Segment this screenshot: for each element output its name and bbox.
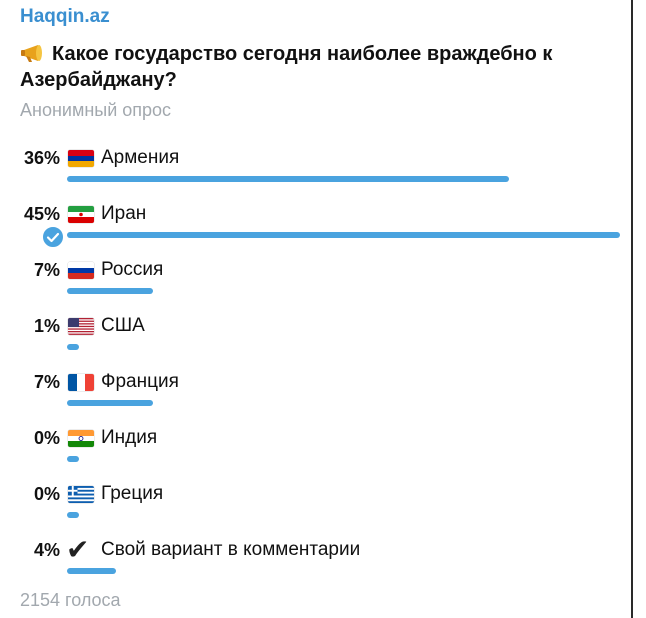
poll-option-india[interactable]: 0% Индия [0,426,630,476]
option-percent: 36% [23,148,60,168]
poll-message: Haqqin.az Какое государство сегодня наиб… [0,6,630,610]
poll-option-usa[interactable]: 1% США [0,314,630,364]
option-percent: 7% [33,372,60,392]
option-label: Свой вариант в комментарии [101,539,361,560]
chosen-check-icon [41,225,65,249]
armenia-flag-icon [68,150,94,167]
usa-flag-icon [68,318,94,335]
option-bar [67,512,79,518]
poll-option-russia[interactable]: 7% Россия [0,258,630,308]
option-bar [67,400,153,406]
option-bar [67,232,620,238]
option-bar [67,344,79,350]
france-flag-icon [68,374,94,391]
poll-type-label: Анонимный опрос [20,100,172,120]
poll-question: Какое государство сегодня наиболее вражд… [20,41,610,93]
poll-option-armenia[interactable]: 36% Армения [0,146,630,196]
option-label: Индия [101,427,158,448]
option-label: Иран [101,203,147,224]
iran-flag-icon [68,206,94,223]
option-label: Россия [101,259,164,280]
option-label: Франция [101,371,179,392]
option-percent: 4% [33,540,60,560]
channel-name[interactable]: Haqqin.az [20,6,110,27]
option-label: Греция [101,483,164,504]
greece-flag-icon [68,486,94,503]
votes-count: 2154 голоса [20,590,121,610]
russia-flag-icon [68,262,94,279]
megaphone-icon [20,43,48,63]
option-percent: 1% [33,316,60,336]
option-label: США [101,315,145,336]
option-percent: 45% [23,204,60,224]
poll-option-iran[interactable]: 45% Иран [0,202,630,252]
option-bar [67,288,153,294]
option-percent: 0% [33,428,60,448]
poll-option-own-variant[interactable]: 4% ✔ Свой вариант в комментарии [0,534,630,588]
window-edge [631,0,633,618]
option-bar [67,456,79,462]
option-percent: 0% [33,484,60,504]
option-percent: 7% [33,260,60,280]
poll-option-greece[interactable]: 0% Греция [0,482,630,532]
option-label: Армения [101,147,180,168]
india-flag-icon [68,430,94,447]
option-bar [67,176,509,182]
poll-question-text: Какое государство сегодня наиболее вражд… [20,43,553,91]
poll-option-france[interactable]: 7% Франция [0,370,630,420]
option-bar [67,568,116,574]
check-mark-icon: ✔ [66,534,90,565]
